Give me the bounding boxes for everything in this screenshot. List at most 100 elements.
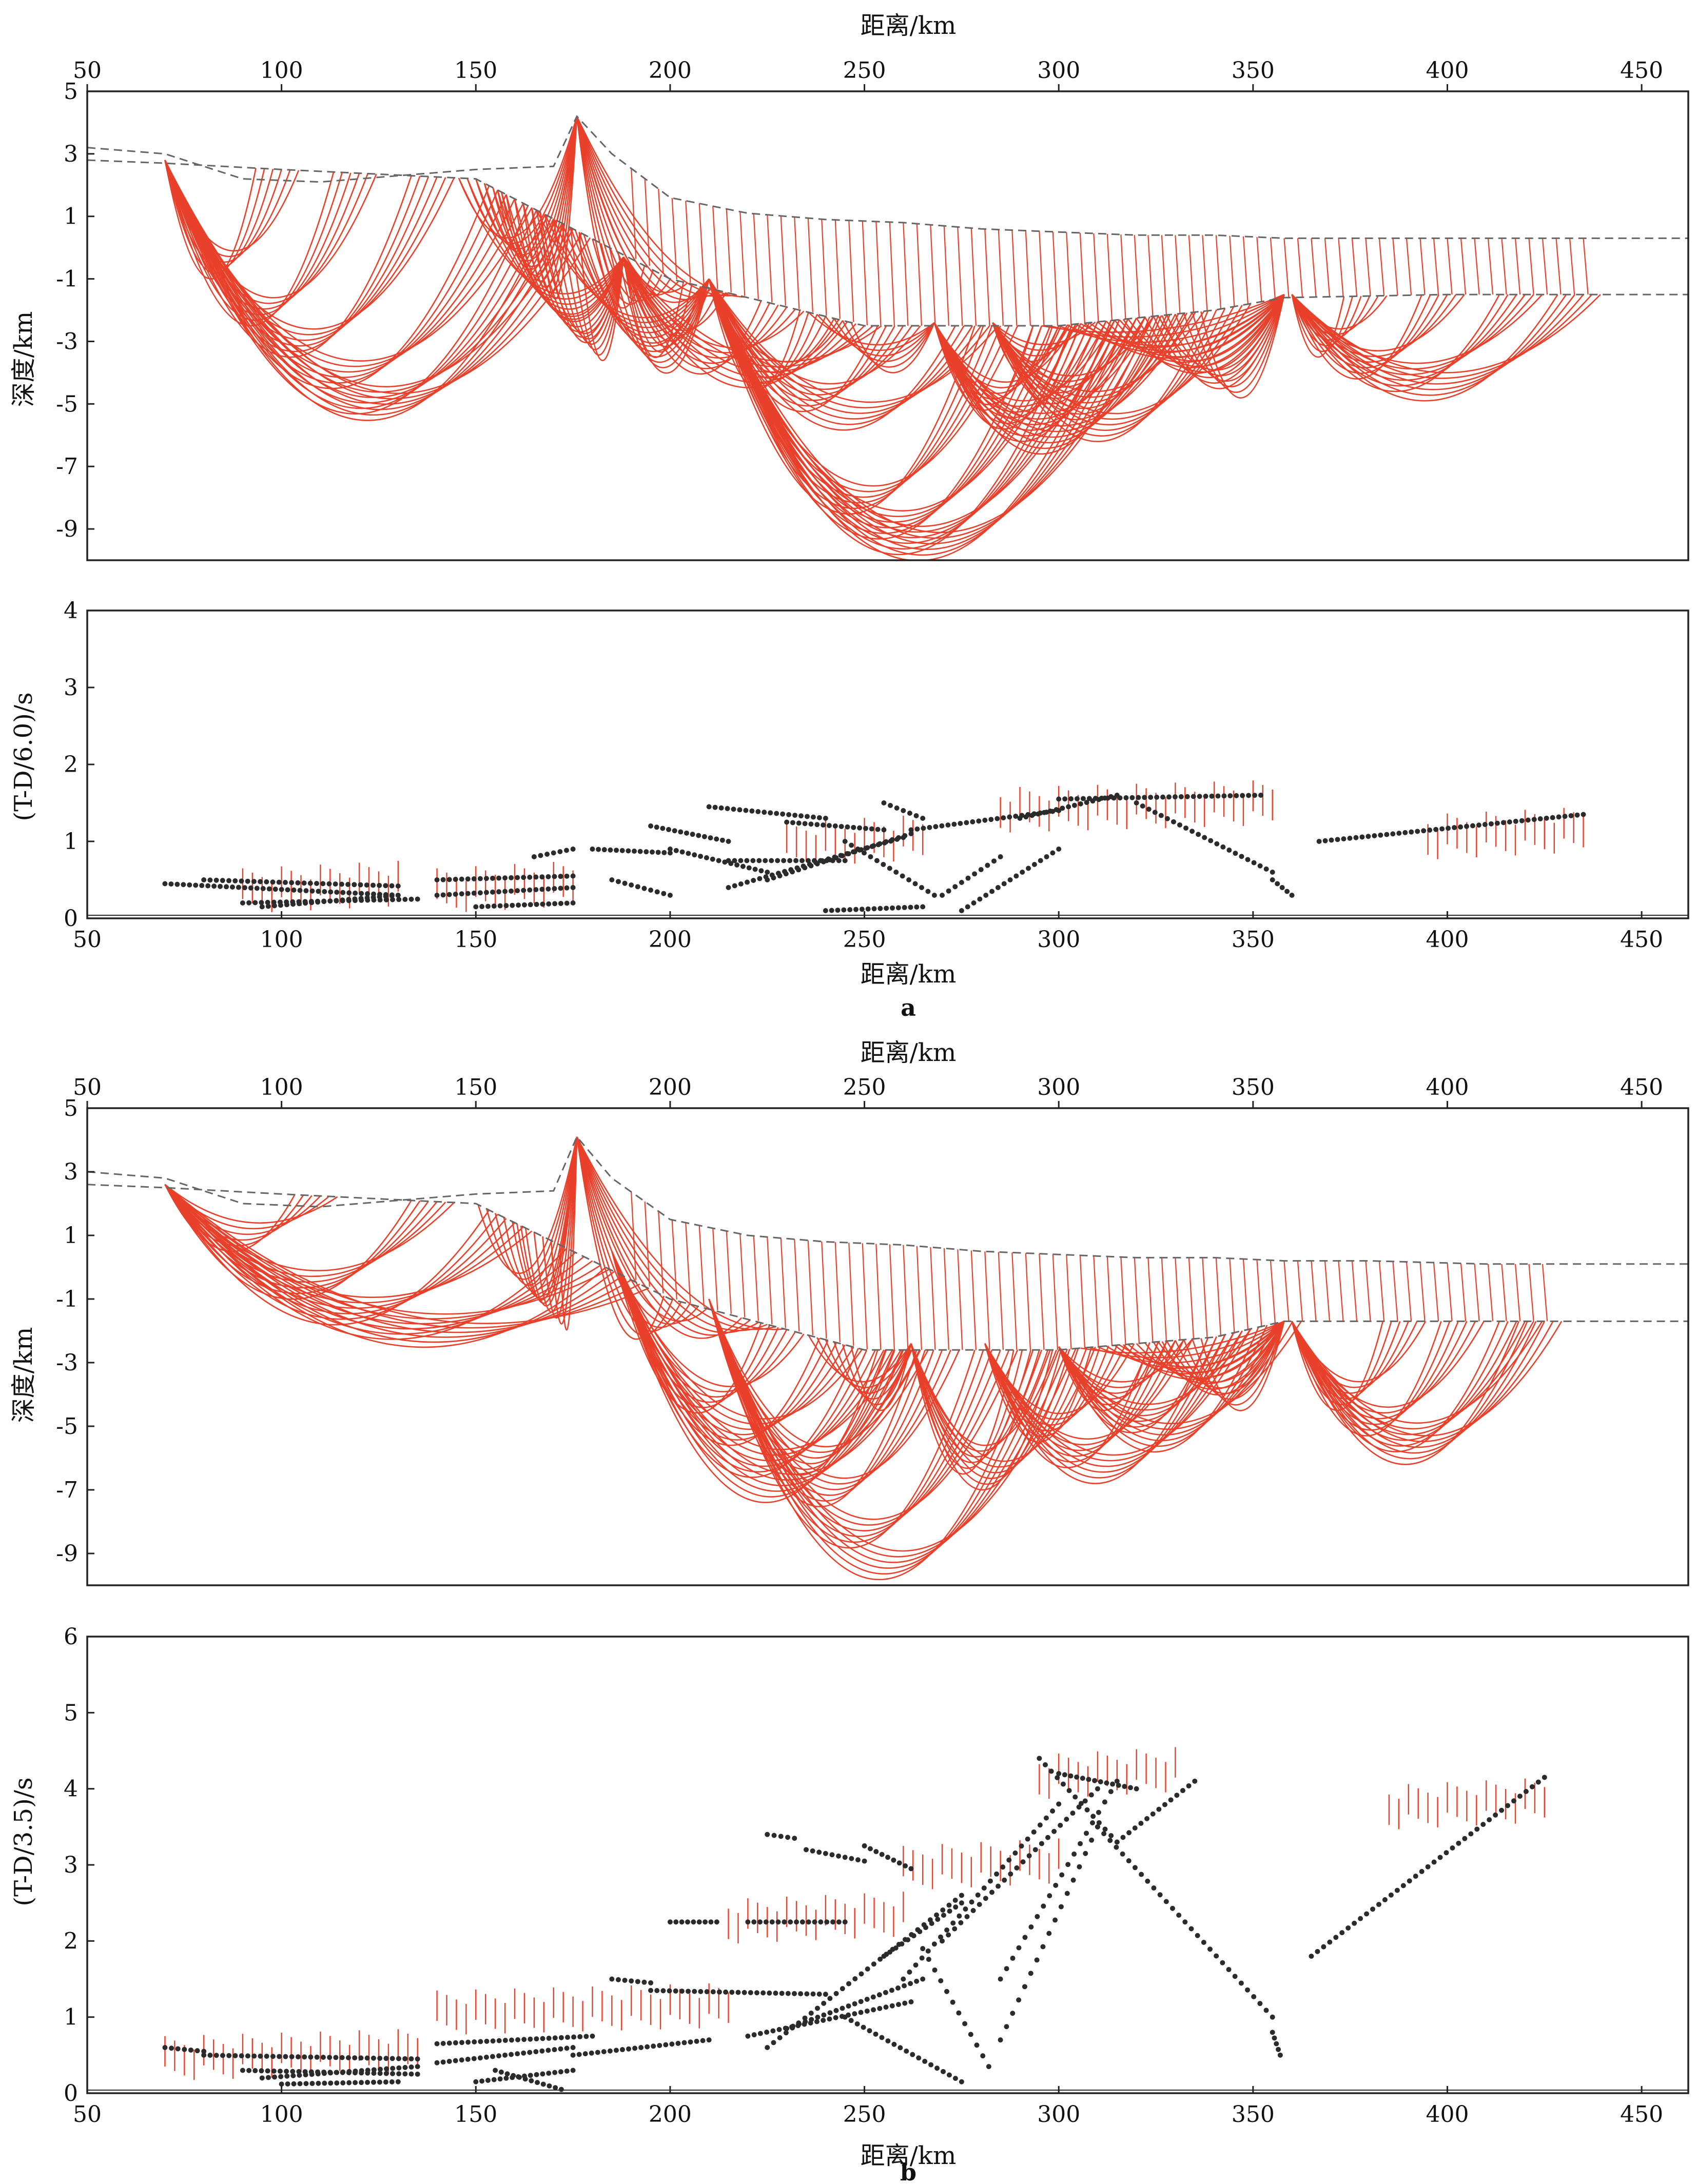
ray-vertical (631, 1192, 637, 1280)
calculated-point (1372, 833, 1377, 839)
calculated-point (857, 825, 863, 831)
calculated-point (1042, 1762, 1048, 1767)
ray-path (1175, 294, 1285, 382)
calculated-point (1095, 1786, 1100, 1792)
calculated-point (1456, 1840, 1461, 1846)
calculated-point (277, 2069, 283, 2074)
y-tick-label: 1 (64, 2004, 78, 2031)
ray-path (825, 1339, 912, 1394)
y-tick-label: -9 (56, 516, 78, 542)
calculated-point (383, 2056, 389, 2061)
calculated-point (914, 904, 920, 910)
ray-vertical (1025, 1253, 1031, 1350)
calculated-point (908, 831, 914, 836)
calculated-point (1013, 873, 1019, 879)
calculated-point (898, 2045, 903, 2051)
calculated-point (1227, 793, 1233, 799)
ray-path (910, 1343, 1087, 1468)
ray-path (808, 1334, 912, 1383)
ray-vertical (1079, 1255, 1086, 1348)
y-tick-label: 2 (64, 752, 78, 778)
calculated-point (473, 904, 479, 910)
calculated-point (471, 876, 477, 881)
ray-path (1058, 1328, 1252, 1405)
ray-vertical (1175, 1257, 1181, 1341)
calculated-point (1028, 1971, 1033, 1976)
calculated-point (965, 875, 971, 881)
ray-vertical (834, 1242, 841, 1343)
calculated-point (1164, 816, 1170, 821)
calculated-point (1444, 1850, 1449, 1856)
calculated-point (931, 893, 937, 898)
calculated-point (334, 2070, 340, 2075)
calculated-point (852, 2001, 857, 2006)
calculated-point (390, 2065, 396, 2071)
ray-vertical (807, 218, 813, 312)
calculated-point (703, 1919, 708, 1925)
ray-path-peak (576, 116, 729, 297)
calculated-point (714, 1919, 719, 1925)
calculated-point (907, 811, 912, 816)
ray-path (164, 1184, 607, 1348)
calculated-point (1352, 1920, 1357, 1926)
calculated-point (823, 1851, 828, 1856)
y-tick-label: -3 (56, 328, 78, 355)
ray-vertical (671, 198, 677, 280)
calculated-point (764, 2030, 770, 2035)
calculated-point (533, 2049, 539, 2055)
calculated-point (963, 1906, 968, 1912)
calculated-point (396, 2065, 402, 2071)
calculated-point (864, 2008, 870, 2014)
ray-vertical (1188, 235, 1195, 313)
ray-vertical (889, 222, 895, 326)
calculated-point (810, 1991, 816, 1997)
ray-path (611, 1251, 903, 1492)
ray-path (910, 1343, 1070, 1479)
calculated-point (784, 819, 790, 825)
ray-path (1136, 294, 1285, 373)
calculated-point (725, 806, 730, 812)
calculated-point (232, 878, 238, 883)
calculated-point (162, 2045, 168, 2050)
calculated-point (1090, 1814, 1096, 1819)
calculated-point (493, 2068, 498, 2073)
calculated-point (490, 2054, 495, 2059)
calculated-point (213, 877, 219, 883)
calculated-point (667, 1988, 672, 1994)
calculated-point (1006, 1857, 1012, 1863)
calculated-point (539, 874, 545, 880)
calculated-point (601, 847, 607, 853)
calculated-point (940, 1938, 945, 1944)
calculated-point (453, 891, 458, 897)
calculated-point (1058, 1904, 1064, 1910)
calculated-point (1468, 1831, 1474, 1837)
ray-vertical (957, 227, 963, 326)
calculated-point (637, 849, 643, 854)
calculated-point (358, 2055, 364, 2061)
calculated-point (726, 839, 731, 844)
calculated-point (1012, 1850, 1018, 1856)
calculated-point (661, 891, 667, 896)
calculated-point (528, 902, 533, 908)
calculated-point (779, 1991, 785, 1996)
calculated-point (265, 2068, 270, 2074)
calculated-point (902, 904, 907, 910)
ray-path (933, 314, 1167, 444)
calculated-point (528, 2036, 533, 2042)
calculated-point (1064, 1817, 1069, 1822)
calculated-point (1511, 1798, 1517, 1804)
calculated-point (1050, 850, 1056, 856)
calculated-point (1075, 796, 1080, 801)
calculated-point (846, 1981, 852, 1986)
calculated-point (1026, 865, 1031, 871)
calculated-point (1214, 1953, 1219, 1959)
calculated-point (224, 884, 229, 890)
calculated-point (1239, 854, 1244, 859)
calculated-point (758, 868, 764, 874)
calculated-point (547, 2083, 552, 2089)
calculated-point (1050, 1808, 1056, 1814)
calculated-point (1382, 1897, 1388, 1902)
calculated-point (259, 904, 265, 910)
calculated-point (570, 900, 576, 906)
ray-path (1291, 1321, 1509, 1447)
